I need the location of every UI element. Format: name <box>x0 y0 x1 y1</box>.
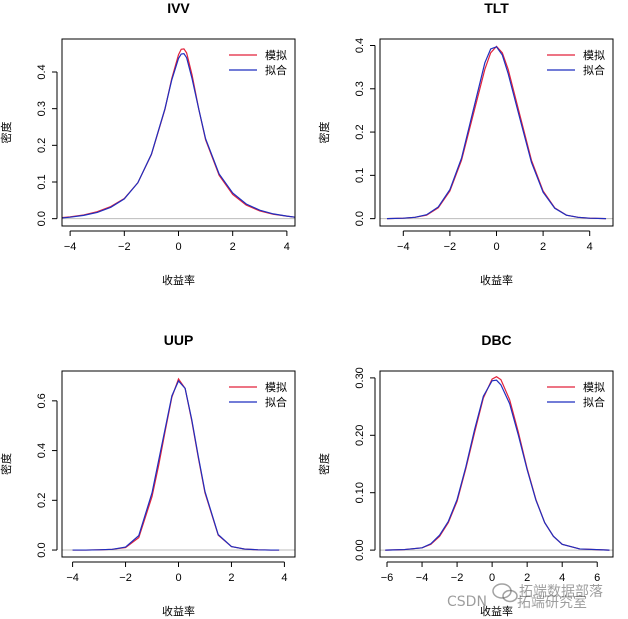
x-tick-label: 6 <box>594 572 600 584</box>
series-line-fitted <box>386 46 607 220</box>
series-line-simulated <box>72 377 280 551</box>
chart-title: TLT <box>484 0 509 16</box>
legend-label: 模拟 <box>583 48 605 62</box>
x-tick-label: −2 <box>119 572 132 584</box>
x-tick-label: −6 <box>381 572 394 584</box>
y-tick-label: 0.0 <box>36 211 48 226</box>
y-axis-label: 密度 <box>317 122 331 144</box>
x-tick-label: −2 <box>444 241 457 253</box>
chart-title: UUP <box>164 332 194 348</box>
y-tick-label: 0.2 <box>36 138 48 153</box>
plot-frame <box>379 38 614 227</box>
x-tick-label: 0 <box>493 241 499 253</box>
x-tick-label: −4 <box>416 572 429 584</box>
series-line-simulated <box>385 376 610 551</box>
y-tick-label: 0.20 <box>354 425 366 446</box>
legend-label: 拟合 <box>265 395 287 409</box>
x-tick-label: 2 <box>524 572 530 584</box>
x-tick-label: 0 <box>175 572 181 584</box>
plot-frame <box>379 370 614 558</box>
y-axis-label: 密度 <box>0 122 13 144</box>
x-tick-label: −4 <box>66 572 79 584</box>
legend-label: 拟合 <box>265 63 287 77</box>
legend-label: 拟合 <box>583 395 605 409</box>
watermark-right: 拓端数据部落 <box>519 584 603 600</box>
watermark-left: CSDN <box>447 594 487 610</box>
series-line-fitted <box>72 379 280 551</box>
x-tick-label: −2 <box>451 572 464 584</box>
legend-label: 模拟 <box>583 380 605 394</box>
y-tick-label: 0.1 <box>354 168 366 183</box>
y-tick-label: 0.4 <box>354 38 366 53</box>
y-tick-label: 0.2 <box>36 493 48 508</box>
x-tick-label: 2 <box>230 241 236 253</box>
watermark-bottom: 拓端研究室 <box>517 594 587 611</box>
legend-label: 拟合 <box>583 63 605 77</box>
y-tick-label: 0.4 <box>36 64 48 79</box>
y-tick-label: 0.6 <box>36 393 48 408</box>
x-axis-label: 收益率 <box>480 604 513 618</box>
x-tick-label: 4 <box>281 572 287 584</box>
x-tick-label: 4 <box>587 241 593 253</box>
y-tick-label: 0.0 <box>354 211 366 226</box>
legend-label: 模拟 <box>265 48 287 62</box>
x-tick-label: −2 <box>118 241 131 253</box>
x-tick-label: 0 <box>175 241 181 253</box>
y-tick-label: 0.0 <box>36 542 48 557</box>
plot-frame <box>61 38 296 227</box>
x-tick-label: 4 <box>284 241 290 253</box>
y-tick-label: 0.2 <box>354 124 366 139</box>
y-tick-label: 0.00 <box>354 539 366 560</box>
series-line-simulated <box>61 48 296 219</box>
series-line-simulated <box>386 45 607 220</box>
x-axis-label: 收益率 <box>162 273 195 287</box>
x-tick-label: −4 <box>397 241 410 253</box>
y-axis-label: 密度 <box>0 453 13 475</box>
x-axis-label: 收益率 <box>480 273 513 287</box>
y-tick-label: 0.4 <box>36 443 48 458</box>
x-tick-label: 4 <box>559 572 565 584</box>
y-axis-label: 密度 <box>317 453 331 475</box>
x-tick-label: 0 <box>489 572 495 584</box>
x-tick-label: 2 <box>540 241 546 253</box>
y-tick-label: 0.3 <box>354 81 366 96</box>
wechat-icon <box>492 583 518 603</box>
y-tick-label: 0.10 <box>354 482 366 503</box>
y-tick-label: 0.1 <box>36 174 48 189</box>
chart-title: IVV <box>167 0 190 16</box>
legend-label: 模拟 <box>265 380 287 394</box>
series-line-fitted <box>385 379 610 551</box>
watermark: 拓端数据部落 CSDN 拓端研究室 <box>447 583 603 611</box>
x-tick-label: 2 <box>228 572 234 584</box>
y-tick-label: 0.30 <box>354 367 366 388</box>
plot-frame <box>61 370 296 558</box>
chart-title: DBC <box>481 332 511 348</box>
x-axis-label: 收益率 <box>162 604 195 618</box>
y-tick-label: 0.3 <box>36 101 48 116</box>
series-line-fitted <box>61 53 296 219</box>
x-tick-label: −4 <box>64 241 77 253</box>
